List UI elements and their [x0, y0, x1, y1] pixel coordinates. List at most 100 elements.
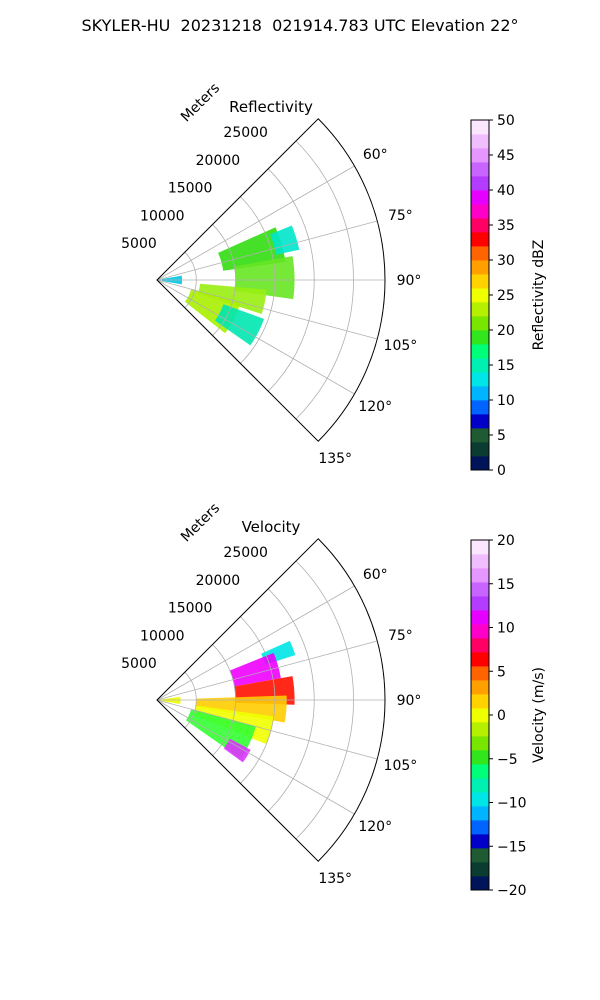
colorbar-tick-label: 30 — [497, 253, 515, 269]
colorbar-label: Velocity (m/s) — [531, 667, 547, 763]
colorbar-segment — [471, 736, 489, 751]
colorbar-segment — [471, 428, 489, 443]
colorbar-segment — [471, 792, 489, 807]
colorbar-segment — [471, 876, 489, 891]
colorbar-tick-label: 0 — [497, 463, 506, 479]
colorbar-segment — [471, 344, 489, 359]
colorbar-segment — [471, 708, 489, 723]
colorbar-segment — [471, 778, 489, 793]
colorbar-segment — [471, 750, 489, 765]
colorbar-segment — [471, 358, 489, 373]
azimuth-tick-label: 75° — [388, 208, 413, 224]
colorbar-segment — [471, 806, 489, 821]
azimuth-tick-label: 90° — [397, 273, 422, 289]
azimuth-tick-label: 90° — [397, 693, 422, 709]
range-axis-label: Meters — [178, 500, 223, 545]
echo-layer — [161, 225, 300, 346]
colorbar-tick-label: 45 — [497, 148, 515, 164]
colorbar-tick-label: −10 — [497, 796, 527, 812]
azimuth-tick-label: 105° — [384, 338, 418, 354]
colorbar-tick-label: 40 — [497, 183, 515, 199]
colorbar: 0 5 10 15 20 25 30 35 40 45 50 Reflectivity dBZ — [470, 113, 547, 479]
range-tick-label: 5000 — [121, 656, 157, 672]
range-tick-label: 10000 — [140, 208, 185, 224]
azimuth-tick-label: 105° — [384, 758, 418, 774]
azimuth-tick-label: 60° — [363, 567, 388, 583]
azimuth-gridline — [156, 279, 355, 395]
colorbar-segment — [471, 638, 489, 653]
colorbar-segment — [471, 652, 489, 667]
colorbar-tick-label: 20 — [497, 533, 515, 549]
colorbar-segment — [471, 848, 489, 863]
colorbar-segment — [471, 302, 489, 317]
colorbar-tick-label: 15 — [497, 577, 515, 593]
azimuth-gridline — [156, 279, 378, 340]
colorbar-tick-label: −20 — [497, 883, 527, 899]
colorbar-segment — [471, 386, 489, 401]
range-tick-label: 15000 — [168, 181, 213, 197]
colorbar-segment — [471, 330, 489, 345]
azimuth-gridline — [156, 699, 378, 760]
azimuth-gridline — [156, 699, 355, 815]
colorbar-tick-label: 50 — [497, 113, 515, 129]
colorbar-segment — [471, 414, 489, 429]
sector-outline — [156, 118, 386, 442]
range-axis-label: Meters — [178, 80, 223, 125]
colorbar-segment — [471, 456, 489, 471]
colorbar-segment — [471, 862, 489, 877]
echo-region — [223, 738, 251, 763]
colorbar-segment — [471, 624, 489, 639]
colorbar-segment — [471, 274, 489, 289]
colorbar-tick-label: 10 — [497, 621, 515, 637]
azimuth-gridline — [156, 640, 378, 701]
colorbar-segment — [471, 596, 489, 611]
colorbar-tick-label: 0 — [497, 708, 506, 724]
azimuth-gridline — [156, 220, 378, 281]
colorbar-tick-label: 15 — [497, 358, 515, 374]
colorbar-segment — [471, 694, 489, 709]
azimuth-gridline — [156, 165, 355, 281]
reflectivity-panel: Reflectivity 5000 10000 15000 20000 25000Mete… — [121, 80, 547, 479]
range-tick-label: 20000 — [196, 153, 241, 169]
colorbar-segment — [471, 540, 489, 555]
colorbar-tick-label: 5 — [497, 664, 506, 680]
colorbar-segment — [471, 162, 489, 177]
echo-region — [198, 283, 267, 315]
azimuth-tick-label: 135° — [318, 871, 352, 887]
colorbar-segment — [471, 666, 489, 681]
colorbar-segment — [471, 400, 489, 415]
colorbar-tick-label: 20 — [497, 323, 515, 339]
azimuth-gridline — [156, 585, 355, 701]
azimuth-tick-label: 75° — [388, 628, 413, 644]
azimuth-tick-label: 120° — [358, 819, 392, 835]
colorbar-segment — [471, 134, 489, 149]
colorbar-tick-label: 10 — [497, 393, 515, 409]
colorbar-segment — [471, 834, 489, 849]
figure-title: SKYLER-HU 20231218 021914.783 UTC Elevat… — [81, 16, 519, 35]
colorbar-segment — [471, 176, 489, 191]
colorbar: −20 −15 −10 −5 0 5 10 15 20 Velocity (m/s) — [470, 533, 547, 899]
colorbar-segment — [471, 246, 489, 261]
echo-region — [218, 227, 286, 271]
colorbar-tick-label: 5 — [497, 428, 506, 444]
range-tick-label: 5000 — [121, 236, 157, 252]
range-tick-label: 20000 — [196, 573, 241, 589]
range-tick-label: 10000 — [140, 628, 185, 644]
colorbar-segment — [471, 680, 489, 695]
colorbar-segment — [471, 820, 489, 835]
colorbar-tick-label: 35 — [497, 218, 515, 234]
colorbar-segment — [471, 120, 489, 135]
colorbar-segment — [471, 218, 489, 233]
colorbar-segment — [471, 148, 489, 163]
range-tick-label: 25000 — [223, 545, 268, 561]
azimuth-tick-label: 60° — [363, 147, 388, 163]
sector-outline — [156, 538, 386, 862]
azimuth-tick-label: 120° — [358, 399, 392, 415]
colorbar-segment — [471, 582, 489, 597]
colorbar-tick-label: −15 — [497, 839, 527, 855]
colorbar-segment — [471, 232, 489, 247]
panel-title: Reflectivity — [229, 98, 313, 116]
colorbar-label: Reflectivity dBZ — [531, 240, 547, 351]
colorbar-segment — [471, 372, 489, 387]
